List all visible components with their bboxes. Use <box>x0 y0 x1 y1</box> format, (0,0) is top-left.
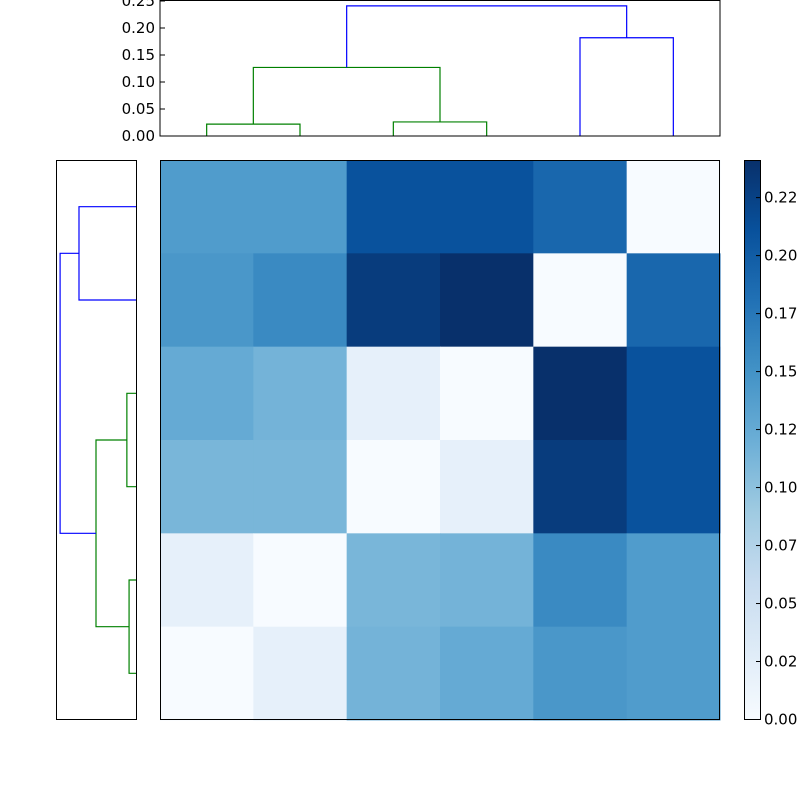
heatmap-cell <box>253 346 348 441</box>
heatmap-cell <box>533 533 628 628</box>
heatmap-cell <box>160 160 254 254</box>
colorbar-tick-label: 0.22 <box>764 189 797 207</box>
heatmap-cell <box>346 346 441 441</box>
colorbar-tick-label: 0.07 <box>764 537 797 555</box>
heatmap-cell <box>346 626 441 721</box>
heatmap-cell <box>346 160 441 254</box>
colorbar-tick-label: 0.15 <box>764 363 797 381</box>
heatmap-cell <box>160 626 254 721</box>
heatmap-cell <box>533 253 628 348</box>
left-dendrogram-link <box>78 206 136 301</box>
heatmap-cell <box>346 253 441 348</box>
heatmap-cell <box>533 346 628 441</box>
top-dendrogram-link <box>206 123 301 136</box>
heatmap-cell <box>440 253 534 348</box>
heatmap-cell <box>440 533 534 628</box>
heatmap-cell <box>440 626 534 721</box>
colorbar-tick-label: 0.20 <box>764 247 797 265</box>
heatmap-cell <box>440 440 534 534</box>
colorbar <box>744 160 761 720</box>
top-ytick-label: 0.10 <box>122 73 155 91</box>
top-ytick-label: 0.20 <box>122 19 155 37</box>
heatmap-cell <box>346 533 441 628</box>
heatmap-cell <box>533 440 628 534</box>
heatmap-cell <box>626 440 721 534</box>
left-dendrogram-link <box>59 252 96 534</box>
heatmap-cell <box>160 346 254 441</box>
top-dendrogram-link <box>579 37 674 136</box>
heatmap-cell <box>253 253 348 348</box>
heatmap-cell <box>626 160 721 254</box>
heatmap-cell <box>253 440 348 534</box>
left-dendrogram-link <box>126 392 136 488</box>
heatmap-cell <box>626 626 721 721</box>
heatmap-cell <box>626 346 721 441</box>
colorbar-tick-label: 0.17 <box>764 305 797 323</box>
top-dendrogram-link <box>252 66 441 125</box>
top-dendrogram-link <box>346 5 628 68</box>
heatmap-axes <box>160 160 720 720</box>
heatmap-cell <box>160 440 254 534</box>
heatmap-cell <box>253 626 348 721</box>
heatmap-cell <box>626 533 721 628</box>
heatmap-cell <box>253 533 348 628</box>
top-dendrogram-link <box>392 121 488 136</box>
colorbar-tick-label: 0.05 <box>764 595 797 613</box>
left-dendrogram-link <box>128 579 136 674</box>
top-ytick-label: 0.00 <box>122 127 155 145</box>
left-dendrogram-axes <box>56 160 137 720</box>
heatmap-cell <box>253 160 348 254</box>
colorbar-tick-label: 0.10 <box>764 479 797 497</box>
top-ytick-label: 0.15 <box>122 46 155 64</box>
heatmap-cell <box>346 440 441 534</box>
heatmap-cell <box>626 253 721 348</box>
colorbar-tick-label: 0.00 <box>764 711 797 729</box>
top-dendrogram-axes <box>159 0 721 137</box>
heatmap-cell <box>533 626 628 721</box>
left-dendrogram-link <box>95 439 130 628</box>
heatmap-cell <box>160 533 254 628</box>
heatmap-cell <box>533 160 628 254</box>
top-ytick-label: 0.25 <box>122 0 155 10</box>
colorbar-tick-label: 0.02 <box>764 653 797 671</box>
heatmap-cell <box>440 346 534 441</box>
colorbar-tick-label: 0.12 <box>764 421 797 439</box>
heatmap-cell <box>440 160 534 254</box>
heatmap-cell <box>160 253 254 348</box>
top-ytick-label: 0.05 <box>122 100 155 118</box>
